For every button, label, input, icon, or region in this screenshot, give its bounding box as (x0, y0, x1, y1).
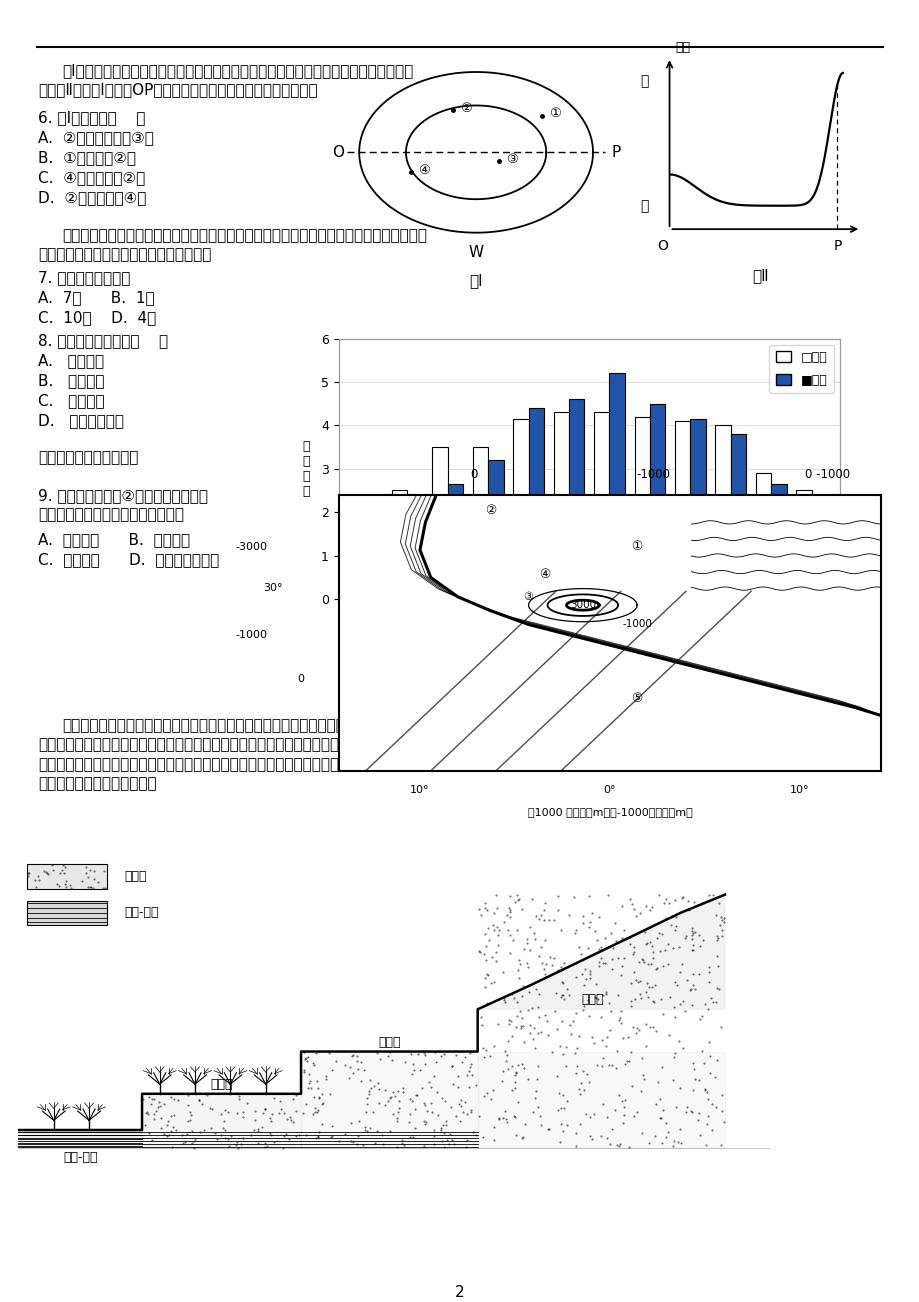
Text: 当河流流经地区的地壳运动是间歇性上升时，那么在地壳上升运动期间，河流以下切为主；: 当河流流经地区的地壳运动是间歇性上升时，那么在地壳上升运动期间，河流以下切为主； (62, 717, 426, 733)
Text: ①: ① (630, 540, 642, 553)
Text: 2: 2 (455, 1285, 464, 1299)
Text: P: P (833, 238, 841, 253)
Text: 中阶地: 中阶地 (378, 1035, 400, 1048)
Text: 月份: 月份 (849, 622, 864, 635)
Text: ①: ① (548, 107, 560, 120)
Bar (649, 404, 664, 599)
Text: 3000: 3000 (569, 600, 596, 611)
Bar (689, 419, 705, 599)
Text: A.  ②地降水几率较③大: A. ②地降水几率较③大 (38, 130, 153, 145)
Bar (715, 426, 730, 599)
Bar (28, 865, 107, 888)
Text: D.  ②地的光照较④低: D. ②地的光照较④低 (38, 190, 146, 204)
Text: 低阶地: 低阶地 (210, 1078, 233, 1091)
Bar (675, 421, 689, 599)
Text: 相
对
流
量: 相 对 流 量 (302, 440, 310, 497)
Polygon shape (142, 1094, 301, 1148)
Polygon shape (477, 1052, 724, 1148)
Bar (730, 434, 745, 599)
Text: D.   澳大利亚北部: D. 澳大利亚北部 (38, 413, 124, 428)
Text: 动，图Ⅱ示意图Ⅰ中虚线OP一线气压变化情况。据此完成下面两题。: 动，图Ⅱ示意图Ⅰ中虚线OP一线气压变化情况。据此完成下面两题。 (38, 82, 317, 98)
Text: 10°: 10° (410, 785, 429, 794)
Bar (448, 484, 462, 599)
Text: 高: 高 (639, 74, 648, 87)
Text: 8. 该湖泊最可能位于（    ）: 8. 该湖泊最可能位于（ ） (38, 333, 168, 348)
Text: A.  向东扩散      B.  向南扩散: A. 向东扩散 B. 向南扩散 (38, 533, 190, 547)
Text: 0°: 0° (603, 785, 616, 794)
Text: 气压: 气压 (675, 42, 689, 55)
Bar (594, 413, 608, 599)
Bar (351, 512, 367, 599)
Bar (28, 901, 107, 924)
Bar (569, 400, 584, 599)
Text: 粉沙-粘粒: 粉沙-粘粒 (124, 906, 159, 919)
Text: 10°: 10° (789, 785, 809, 794)
Text: ②: ② (460, 103, 471, 116)
Text: -1000: -1000 (636, 469, 670, 482)
Text: ④: ④ (417, 164, 429, 177)
Text: -1000: -1000 (621, 620, 652, 629)
Text: 9. 一艘油轮在图中②处发生石油泄漏事: 9. 一艘油轮在图中②处发生石油泄漏事 (38, 488, 208, 503)
Text: 昆仑山，向北汇入塔里木盆地的沙漠中，下图为某科考队绘制的克里雅河出山口处河床至阶地剖面: 昆仑山，向北汇入塔里木盆地的沙漠中，下图为某科考队绘制的克里雅河出山口处河床至阶… (38, 756, 430, 772)
Text: 读下图，回答下面各题。: 读下图，回答下面各题。 (38, 450, 138, 465)
Text: 沙丘沙: 沙丘沙 (124, 870, 147, 883)
Text: ③: ③ (506, 152, 517, 165)
Text: ⑤: ⑤ (630, 691, 642, 704)
Bar (528, 408, 543, 599)
Text: 6. 图Ⅰ所示时刻（    ）: 6. 图Ⅰ所示时刻（ ） (38, 109, 145, 125)
Text: W: W (468, 245, 483, 260)
Text: B.  ①地风力较②大: B. ①地风力较②大 (38, 150, 136, 165)
Text: C.  向北扩散      D.  向东、向南扩散: C. 向北扩散 D. 向东、向南扩散 (38, 552, 219, 566)
Text: O: O (332, 145, 344, 160)
Bar (634, 417, 649, 599)
Text: ③: ③ (523, 591, 533, 602)
Text: 进出情况统计图。读下图，完成下列各题。: 进出情况统计图。读下图，完成下列各题。 (38, 247, 211, 262)
Bar (407, 504, 422, 599)
Text: ～1000 等高线（m）～-1000等高线（m）: ～1000 等高线（m）～-1000等高线（m） (527, 807, 692, 816)
Bar (608, 374, 624, 599)
Polygon shape (301, 1052, 477, 1148)
Text: 图Ⅱ: 图Ⅱ (752, 268, 768, 284)
Text: 示意图，据此回答下面小题。: 示意图，据此回答下面小题。 (38, 776, 156, 792)
Text: 0: 0 (297, 674, 304, 685)
Text: A.   欧洲东部: A. 欧洲东部 (38, 353, 104, 368)
Bar (811, 504, 826, 599)
Text: 0: 0 (470, 469, 478, 482)
Text: B.   中国东部: B. 中国东部 (38, 372, 105, 388)
Text: 故，泄漏的石油随洋流扩散的方向为: 故，泄漏的石油随洋流扩散的方向为 (38, 506, 184, 522)
Text: C.  10月    D.  4月: C. 10月 D. 4月 (38, 310, 156, 326)
Bar (488, 460, 503, 599)
Text: -3000: -3000 (235, 542, 267, 552)
Text: C.   美国东部: C. 美国东部 (38, 393, 105, 408)
Bar (796, 491, 811, 599)
Text: O: O (656, 238, 667, 253)
Bar (18, 1130, 142, 1148)
Text: 30°: 30° (264, 583, 283, 594)
Text: ②: ② (484, 504, 495, 517)
Text: C.  ④地的气温较②高: C. ④地的气温较②高 (38, 171, 145, 185)
Text: 湖泊水位高低与流入和流出水量有关。某湖泊补给主要是降水补给，读该湖泊某年份的流量: 湖泊水位高低与流入和流出水量有关。某湖泊补给主要是降水补给，读该湖泊某年份的流量 (62, 228, 426, 243)
Text: 0 -1000: 0 -1000 (803, 469, 849, 482)
Text: 图Ⅰ: 图Ⅰ (469, 273, 482, 288)
Text: A.  7月      B.  1月: A. 7月 B. 1月 (38, 290, 154, 305)
Text: ④: ④ (539, 568, 550, 581)
Bar (770, 484, 786, 599)
Text: 河床-漫滩: 河床-漫滩 (62, 1151, 97, 1164)
Bar (367, 518, 381, 599)
Text: 图Ⅰ实线为中纬度某地区近地面等压线分布示意图，且图示天气系统气流沿顺时针方向流: 图Ⅰ实线为中纬度某地区近地面等压线分布示意图，且图示天气系统气流沿顺时针方向流 (62, 62, 413, 78)
Text: 低: 低 (639, 199, 648, 212)
Legend: □流出, ■流入: □流出, ■流入 (768, 345, 833, 393)
Bar (755, 473, 770, 599)
Bar (553, 413, 569, 599)
Bar (513, 419, 528, 599)
Bar (432, 447, 448, 599)
Text: P: P (611, 145, 620, 160)
Text: 高阶地: 高阶地 (581, 993, 603, 1006)
Text: 7. 该湖泊水位最低的: 7. 该湖泊水位最低的 (38, 270, 130, 285)
Polygon shape (477, 894, 724, 1009)
Text: 在地壳相对稳定期间，河流以侧蚀和堆积为主，这样就在河谷两侧形成多级阶地。克里雅河发源于: 在地壳相对稳定期间，河流以侧蚀和堆积为主，这样就在河谷两侧形成多级阶地。克里雅河… (38, 737, 430, 753)
Bar (472, 447, 488, 599)
Bar (391, 491, 407, 599)
Text: -1000: -1000 (235, 630, 267, 641)
